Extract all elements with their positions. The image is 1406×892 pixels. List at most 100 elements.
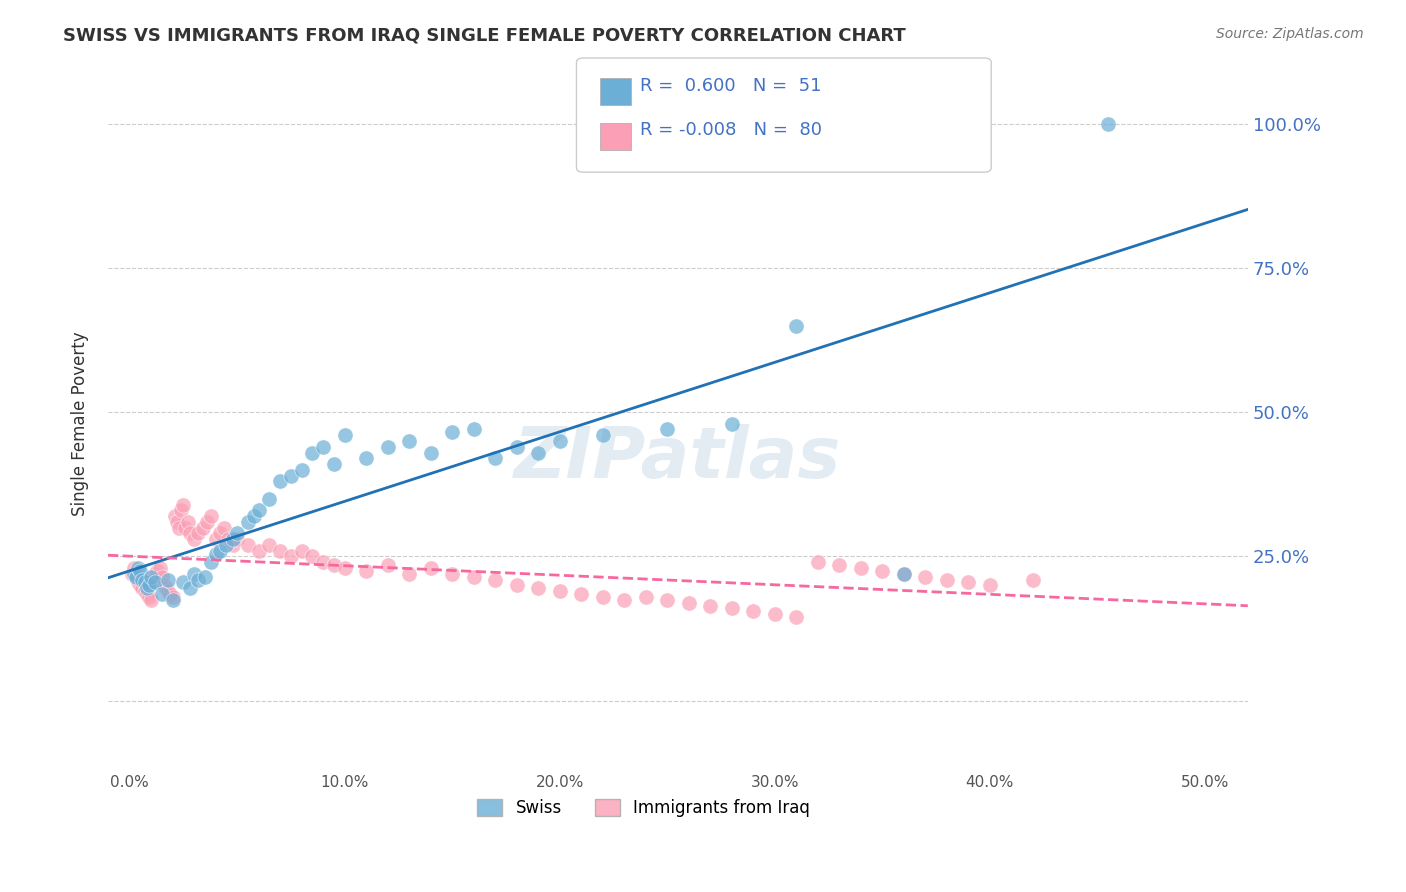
Point: [142, 573, 165, 587]
Point: [163, 509, 186, 524]
Point: [222, 538, 245, 552]
Point: [269, 543, 291, 558]
Point: [592, 428, 614, 442]
Text: ZIPatlas: ZIPatlas: [515, 424, 842, 493]
Point: [935, 573, 957, 587]
Point: [548, 434, 571, 448]
Text: Source: ZipAtlas.com: Source: ZipAtlas.com: [1216, 27, 1364, 41]
Point: [183, 566, 205, 581]
Point: [150, 569, 173, 583]
Point: [463, 422, 485, 436]
Point: [484, 573, 506, 587]
Point: [720, 417, 742, 431]
Point: [527, 445, 550, 459]
Point: [259, 491, 281, 506]
Point: [548, 584, 571, 599]
Point: [377, 558, 399, 573]
Point: [127, 575, 149, 590]
Point: [127, 561, 149, 575]
Point: [957, 575, 980, 590]
Point: [200, 509, 222, 524]
Point: [505, 440, 527, 454]
Point: [176, 515, 198, 529]
Point: [149, 561, 172, 575]
Point: [290, 543, 312, 558]
Point: [828, 558, 851, 573]
Point: [354, 451, 377, 466]
Point: [333, 428, 356, 442]
Point: [121, 566, 143, 581]
Point: [678, 596, 700, 610]
Point: [125, 569, 148, 583]
Point: [247, 503, 270, 517]
Point: [301, 549, 323, 564]
Point: [441, 425, 464, 440]
Point: [441, 566, 464, 581]
Point: [236, 538, 259, 552]
Text: R = -0.008   N =  80: R = -0.008 N = 80: [640, 121, 821, 139]
Point: [699, 599, 721, 613]
Point: [979, 578, 1001, 592]
Point: [179, 526, 201, 541]
Point: [657, 422, 679, 436]
Point: [226, 532, 249, 546]
Point: [204, 547, 226, 561]
Point: [179, 581, 201, 595]
Point: [720, 601, 742, 615]
Point: [217, 532, 239, 546]
Point: [200, 555, 222, 569]
Point: [162, 590, 184, 604]
Point: [122, 561, 145, 575]
Point: [194, 569, 217, 583]
Point: [131, 581, 153, 595]
Point: [914, 569, 936, 583]
Point: [634, 590, 657, 604]
Point: [613, 592, 636, 607]
Point: [129, 564, 152, 578]
Point: [195, 515, 218, 529]
Point: [849, 561, 872, 575]
Point: [322, 457, 344, 471]
Legend: Swiss, Immigrants from Iraq: Swiss, Immigrants from Iraq: [471, 792, 817, 824]
Text: R =  0.600   N =  51: R = 0.600 N = 51: [640, 77, 821, 95]
Point: [212, 520, 235, 534]
Point: [763, 607, 786, 622]
Text: SWISS VS IMMIGRANTS FROM IRAQ SINGLE FEMALE POVERTY CORRELATION CHART: SWISS VS IMMIGRANTS FROM IRAQ SINGLE FEM…: [63, 27, 905, 45]
Point: [134, 584, 156, 599]
Point: [187, 526, 209, 541]
Point: [143, 566, 166, 581]
Y-axis label: Single Female Poverty: Single Female Poverty: [72, 332, 89, 516]
Point: [157, 573, 180, 587]
Point: [419, 445, 441, 459]
Point: [139, 592, 162, 607]
Point: [146, 564, 169, 578]
Point: [893, 566, 915, 581]
Point: [143, 575, 166, 590]
Point: [170, 503, 193, 517]
Point: [215, 538, 238, 552]
Point: [172, 575, 194, 590]
Point: [138, 590, 160, 604]
Point: [131, 573, 153, 587]
Point: [191, 520, 214, 534]
Point: [280, 549, 302, 564]
Point: [135, 581, 157, 595]
Point: [269, 475, 291, 489]
Point: [247, 543, 270, 558]
Point: [134, 575, 156, 590]
Point: [208, 526, 231, 541]
Point: [742, 604, 765, 618]
Point: [312, 555, 335, 569]
Point: [153, 578, 176, 592]
Point: [226, 526, 249, 541]
Point: [322, 558, 344, 573]
Point: [280, 468, 302, 483]
Point: [187, 573, 209, 587]
Point: [139, 569, 162, 583]
Point: [162, 592, 184, 607]
Point: [208, 543, 231, 558]
Point: [354, 564, 377, 578]
Point: [527, 581, 550, 595]
Point: [122, 566, 145, 581]
Point: [377, 440, 399, 454]
